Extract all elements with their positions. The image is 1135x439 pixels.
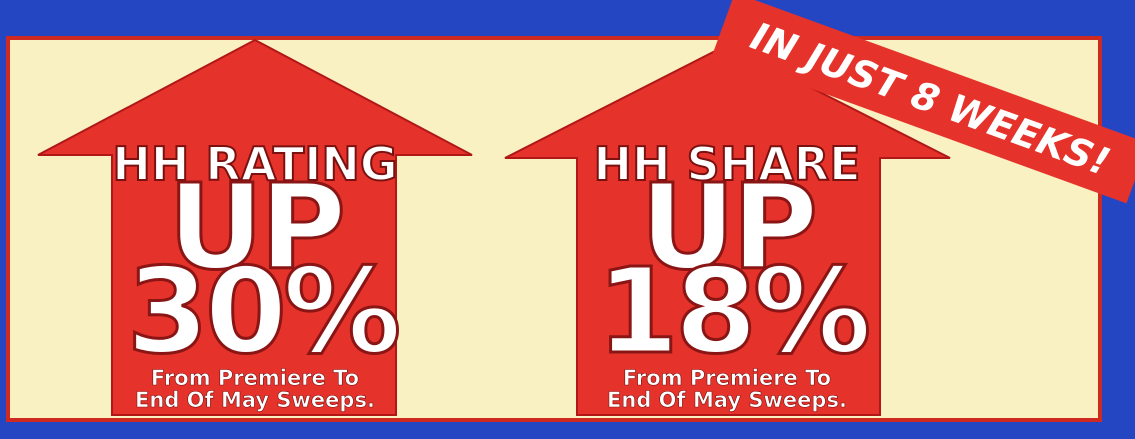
arrow [504,43,951,416]
arrow-figure: 30% [127,242,398,380]
arrow-headline: UP [640,158,814,296]
arrow-figure: 18% [597,242,868,380]
banner-strip [713,0,1135,204]
arrow [37,38,473,416]
arrow-note: End Of May Sweeps. [135,388,375,412]
arrow-label: HH SHARE [593,137,860,191]
arrow-label: HH RATING [112,137,397,191]
arrow-note: End Of May Sweeps. [607,388,847,412]
arrow-note: From Premiere To [623,366,831,390]
arrow-headline: UP [168,158,342,296]
arrow-note: From Premiere To [151,366,359,390]
